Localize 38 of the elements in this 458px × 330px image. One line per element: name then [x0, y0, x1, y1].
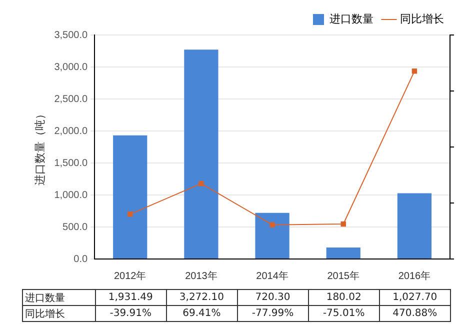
data-label: 69.41% — [166, 306, 238, 322]
x-tick-label: 2015年 — [327, 270, 360, 282]
x-tick-label: 2014年 — [256, 270, 288, 282]
data-label: 180.02 — [308, 290, 380, 306]
data-label: 1,931.49 — [95, 290, 166, 306]
point — [340, 221, 346, 227]
x-tick-label: 2013年 — [185, 270, 218, 282]
text: 进口数量 — [25, 292, 65, 304]
y-tick-label: 1,500.0 — [54, 158, 88, 169]
point — [127, 212, 133, 217]
data-label: -77.99% — [237, 306, 308, 322]
y-tick-label: 2,000.0 — [54, 126, 88, 137]
y-tick-label: 0.0 — [74, 254, 88, 265]
y-tick-label: 1,000.0 — [54, 190, 88, 201]
y-tick-label: 2,500.0 — [54, 94, 88, 105]
bar — [113, 135, 148, 258]
point — [198, 180, 204, 186]
point — [270, 222, 275, 228]
text: 同比增长 — [25, 308, 65, 320]
bar — [397, 193, 432, 258]
data-label: 3,272.10 — [166, 290, 238, 306]
data-label: 1,027.70 — [379, 290, 450, 306]
bar — [184, 50, 218, 258]
x-tick-label: 2012年 — [114, 270, 146, 282]
data-label: -39.91% — [95, 306, 166, 322]
bar — [326, 247, 360, 258]
legend-label: 进口数量 — [330, 12, 374, 26]
x-tick-label: 2016年 — [398, 270, 431, 282]
legend-label: 同比增长 — [400, 12, 444, 26]
data-label: 470.88% — [379, 306, 450, 322]
y-tick-label: 3,000.0 — [54, 62, 88, 73]
data-label: -75.01% — [308, 306, 380, 322]
y-tick-label: 500.0 — [62, 222, 88, 233]
data-label: 720.30 — [237, 290, 308, 306]
y-axis-title: 进口数量（吨） — [34, 108, 47, 186]
point — [412, 68, 418, 74]
bar — [255, 212, 290, 258]
y-tick-label: 3,500.0 — [54, 30, 88, 41]
